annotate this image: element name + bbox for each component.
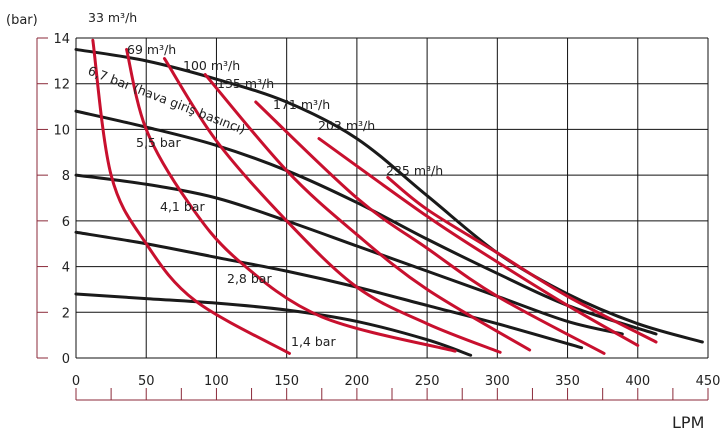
pressure-curve <box>74 109 658 336</box>
x-tick-label: 50 <box>138 374 155 389</box>
pressure-curve-label: 1,4 bar <box>291 334 336 349</box>
flow-curve <box>386 175 658 344</box>
flow-curve <box>203 73 532 352</box>
y-tick-label: 12 <box>53 78 70 93</box>
curves <box>74 38 704 357</box>
axes: 0 50 100 150 200 250 300 350 400 450 0 2 4 6 8 10 12 14 <box>36 32 721 401</box>
pressure-curve <box>74 47 704 344</box>
flow-curve-label: 235 m³/h <box>386 163 443 178</box>
x-tick-label: 100 <box>204 374 229 389</box>
flow-curve-label: 135 m³/h <box>217 76 274 91</box>
x-tick-label: 200 <box>344 374 369 389</box>
pressure-curve-label: 6,7 bar (hava giriş basıncı) <box>86 63 248 137</box>
flow-curve-label: 203 m³/h <box>318 118 375 133</box>
x-tick-label: 250 <box>415 374 440 389</box>
pressure-curve-label: 2,8 bar <box>227 271 272 286</box>
x-tick-label: 450 <box>696 374 721 389</box>
y-tick-label: 8 <box>62 169 70 184</box>
y-tick-label: 4 <box>62 261 70 276</box>
x-tick-label: 300 <box>485 374 510 389</box>
flow-curve-label: 171 m³/h <box>273 97 330 112</box>
y-tick-label: 14 <box>53 32 70 47</box>
x-tick-label: 350 <box>555 374 580 389</box>
flow-curve-label: 33 m³/h <box>88 10 137 25</box>
flow-curve <box>254 100 606 355</box>
pressure-curve <box>74 292 473 357</box>
y-tick-label: 10 <box>53 123 70 138</box>
flow-curve <box>162 57 502 354</box>
y-tick-label: 0 <box>62 352 70 367</box>
pressure-curve-label: 4,1 bar <box>160 199 205 214</box>
flow-curve-label: 69 m³/h <box>127 42 176 57</box>
y-axis-label: (bar) <box>6 13 38 28</box>
x-tick-label: 150 <box>274 374 299 389</box>
flow-curve <box>91 38 291 355</box>
x-tick-label: 400 <box>625 374 650 389</box>
y-tick-label: 2 <box>62 306 70 321</box>
flow-curve <box>317 137 640 347</box>
flow-curve <box>125 47 457 353</box>
pressure-curve <box>74 230 584 350</box>
y-tick-label: 6 <box>62 215 70 230</box>
flow-curve-label: 100 m³/h <box>183 58 240 73</box>
pressure-curve <box>74 173 624 336</box>
x-axis-label: LPM <box>672 413 704 432</box>
x-tick-label: 0 <box>72 374 80 389</box>
pressure-curve-label: 5,5 bar <box>136 135 181 150</box>
grid <box>75 37 709 359</box>
